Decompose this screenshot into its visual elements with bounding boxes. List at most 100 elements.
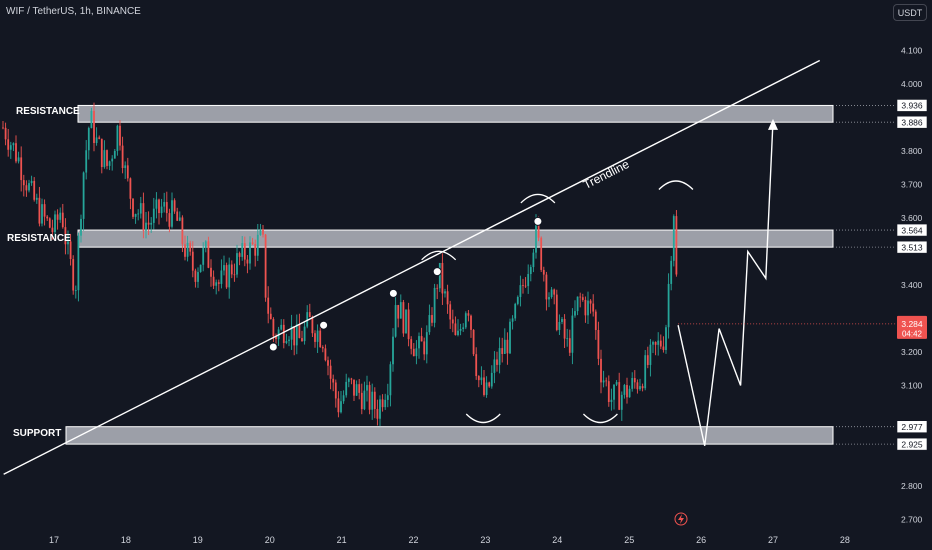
- swing-top-arc: [421, 250, 457, 261]
- y-axis[interactable]: 4.100 4.000 3.800 3.700 3.600 3.400 3.200 3.100…: [678, 46, 927, 525]
- candle-body: [454, 323, 457, 336]
- candle-body: [602, 380, 605, 383]
- candle-body: [540, 237, 543, 270]
- y-tick-label: 2.800: [901, 481, 923, 491]
- trendline-touch-point: [319, 320, 329, 330]
- candle-body: [2, 127, 4, 129]
- candle-body: [48, 218, 51, 228]
- candle-body: [176, 211, 179, 221]
- candle-body: [30, 180, 33, 184]
- candle-body: [311, 317, 314, 334]
- candle-body: [321, 346, 324, 349]
- candle-body: [132, 198, 134, 217]
- candle-body: [498, 348, 501, 365]
- candle-body: [610, 399, 613, 403]
- candle-body: [605, 380, 608, 382]
- candle-body: [301, 338, 303, 342]
- candle-body: [165, 202, 168, 214]
- candle-body: [337, 398, 340, 413]
- candle-body: [350, 378, 353, 380]
- trendline-touch-point: [268, 342, 278, 352]
- candle-body: [457, 330, 459, 336]
- candle-body: [22, 180, 25, 186]
- candle-body: [290, 326, 293, 340]
- candle-body: [233, 274, 236, 276]
- candle-body: [641, 386, 644, 389]
- candle-body: [98, 137, 101, 139]
- candle-body: [449, 304, 452, 320]
- candle-body: [217, 282, 220, 284]
- bar-countdown: 04:42: [902, 329, 923, 338]
- lightning-icon[interactable]: [674, 512, 688, 526]
- candle-body: [61, 212, 64, 228]
- candle-body: [462, 327, 465, 330]
- candle-body: [501, 348, 504, 354]
- candle-body: [41, 204, 43, 224]
- candle-body: [423, 341, 426, 355]
- swing-top-arc: [520, 193, 556, 204]
- candle-body: [548, 297, 550, 300]
- candle-body: [181, 217, 184, 245]
- candle-body: [535, 220, 537, 253]
- candle-body: [662, 346, 665, 350]
- candle-body: [56, 214, 59, 220]
- y-tick-label: 4.100: [901, 46, 923, 56]
- candle-body: [186, 242, 189, 257]
- candle-body: [191, 251, 194, 271]
- support-zone: [65, 426, 834, 445]
- candle-body: [225, 265, 228, 288]
- candle-body: [158, 199, 160, 214]
- candle-body: [407, 309, 410, 340]
- candle-body: [394, 305, 397, 337]
- candle-body: [631, 378, 634, 389]
- candles-layer: [2, 102, 678, 427]
- candle-body: [33, 180, 36, 200]
- candle-body: [329, 365, 332, 379]
- candle-body: [397, 305, 400, 319]
- symbol-title[interactable]: WIF / TetherUS, 1h, BINANCE: [6, 6, 141, 17]
- candle-body: [649, 344, 652, 365]
- candle-body: [652, 342, 654, 345]
- candle-body: [15, 143, 17, 162]
- candle-body: [480, 377, 483, 381]
- candle-body: [483, 377, 485, 395]
- candle-body: [28, 183, 30, 191]
- candle-body: [571, 315, 574, 353]
- candle-body: [472, 329, 475, 355]
- candle-body: [376, 408, 379, 419]
- candle-body: [17, 157, 20, 162]
- candle-body: [85, 150, 88, 173]
- candle-body: [334, 382, 337, 399]
- candle-body: [371, 391, 374, 410]
- candle-body: [496, 359, 498, 365]
- candle-body: [43, 204, 46, 217]
- candle-body: [212, 276, 215, 286]
- candle-body: [80, 218, 82, 236]
- candle-body: [254, 244, 257, 256]
- candle-body: [69, 241, 72, 260]
- candle-body: [46, 216, 49, 219]
- candle-body: [64, 227, 67, 245]
- candle-body: [51, 227, 54, 233]
- candle-body: [236, 253, 238, 275]
- candle-body: [306, 312, 309, 327]
- candle-body: [220, 270, 223, 284]
- candle-body: [420, 336, 423, 342]
- x-tick-label: 25: [624, 535, 634, 545]
- candle-body: [470, 315, 472, 330]
- swing-bottom-arc: [582, 413, 618, 424]
- x-tick-label: 18: [121, 535, 131, 545]
- currency-button[interactable]: USDT: [893, 4, 927, 21]
- candle-body: [199, 264, 202, 273]
- candle-body: [433, 287, 436, 323]
- candle-body: [106, 150, 108, 166]
- candle-body: [620, 394, 623, 410]
- candle-body: [509, 321, 511, 354]
- candle-body: [418, 336, 420, 349]
- resistance-mid-high-price: 3.564: [901, 225, 923, 235]
- candle-body: [618, 382, 621, 410]
- x-axis[interactable]: 17 18 19 20 21 22 23 24 25 26 27 28: [49, 512, 850, 545]
- candle-body: [319, 330, 322, 347]
- y-tick-label: 3.200: [901, 347, 923, 357]
